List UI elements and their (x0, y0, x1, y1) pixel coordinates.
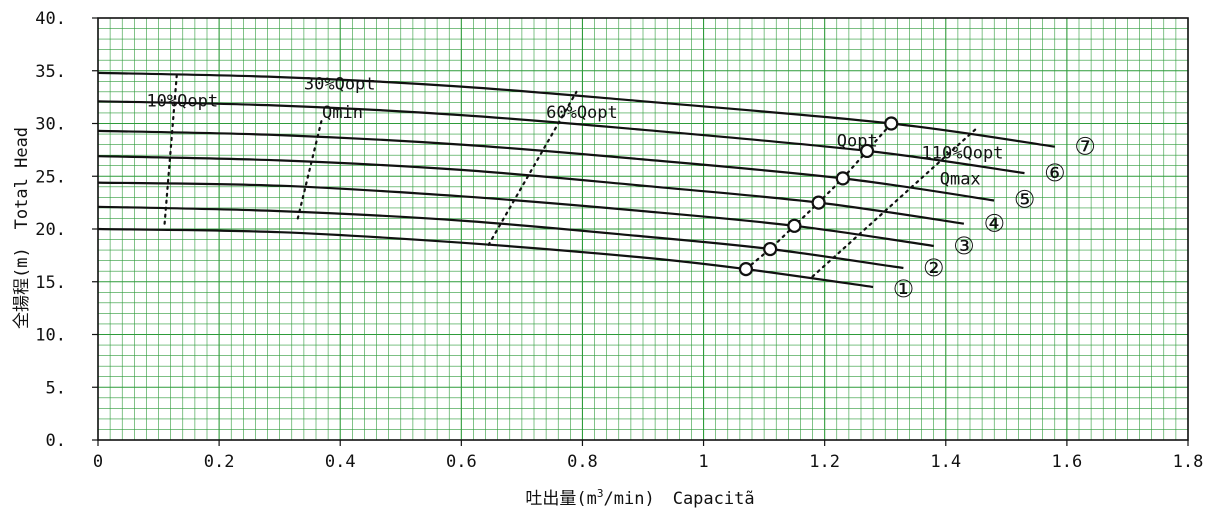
reference-label: 10%Qopt (146, 92, 218, 112)
opt-point-marker (884, 116, 899, 131)
x-tick-label: 0.2 (204, 452, 235, 472)
y-tick-label: 25. (35, 167, 66, 187)
y-tick-label: 20. (35, 220, 66, 240)
reference-label: Qopt (837, 132, 878, 152)
x-tick-label: 0 (93, 452, 103, 472)
opt-point-marker (763, 241, 778, 257)
opt-point-marker (787, 218, 802, 233)
y-tick-label: 30. (35, 115, 66, 135)
opt-point-marker (738, 261, 754, 277)
opt-point-marker (835, 171, 850, 186)
curve-label: ⑤ (1014, 185, 1036, 213)
y-tick-label: 15. (35, 273, 66, 293)
opt-point-marker (859, 143, 875, 159)
x-tick-label: 1.4 (930, 452, 961, 472)
curve-label: ② (923, 254, 945, 282)
head-curve (97, 129, 995, 202)
curve-label: ③ (953, 232, 975, 260)
curve-label: ⑥ (1044, 159, 1066, 187)
x-tick-label: 1.8 (1173, 452, 1204, 472)
x-tick-label: 0.8 (567, 452, 598, 472)
reference-line (296, 117, 324, 220)
y-tick-label: 35. (35, 62, 66, 82)
curve-label: ① (893, 275, 915, 303)
axes: 0 0.2 0.4 0.6 0.8 1 1.2 1.4 1.6 1.8 0. 5. 10. 15. 20. 2… (35, 9, 1203, 472)
x-tick-label: 0.4 (325, 452, 356, 472)
reference-line (487, 90, 578, 246)
y-tick-label: 0. (46, 431, 66, 451)
head-curve (97, 100, 1025, 175)
reference-label: 110%Qopt (922, 143, 1004, 163)
curve-label: ⑦ (1074, 133, 1096, 161)
reference-label: 60%Qopt (546, 103, 618, 123)
grid (97, 17, 1189, 441)
curve-label: ④ (983, 210, 1005, 238)
x-tick-label: 1.2 (809, 452, 840, 472)
reference-label-2: Qmax (940, 170, 981, 190)
reference-line (811, 127, 978, 278)
y-tick-label: 5. (46, 378, 66, 398)
x-tick-label: 1.6 (1052, 452, 1083, 472)
x-tick-label: 1 (698, 452, 708, 472)
y-axis-title: 全揚程(m)Total Head (12, 127, 32, 329)
opt-point-marker (811, 195, 826, 210)
opt-point-markers (738, 116, 899, 277)
x-tick-label: 0.6 (446, 452, 477, 472)
x-axis-title: 吐出量(m3/min) Capacitã (525, 487, 754, 509)
head-curve (97, 71, 1055, 148)
y-tick-label: 40. (35, 9, 66, 29)
reference-label: 30%Qopt (304, 75, 376, 95)
reference-label-2: Qmin (322, 103, 363, 123)
y-tick-label: 10. (35, 326, 66, 346)
head-curve (97, 155, 965, 225)
